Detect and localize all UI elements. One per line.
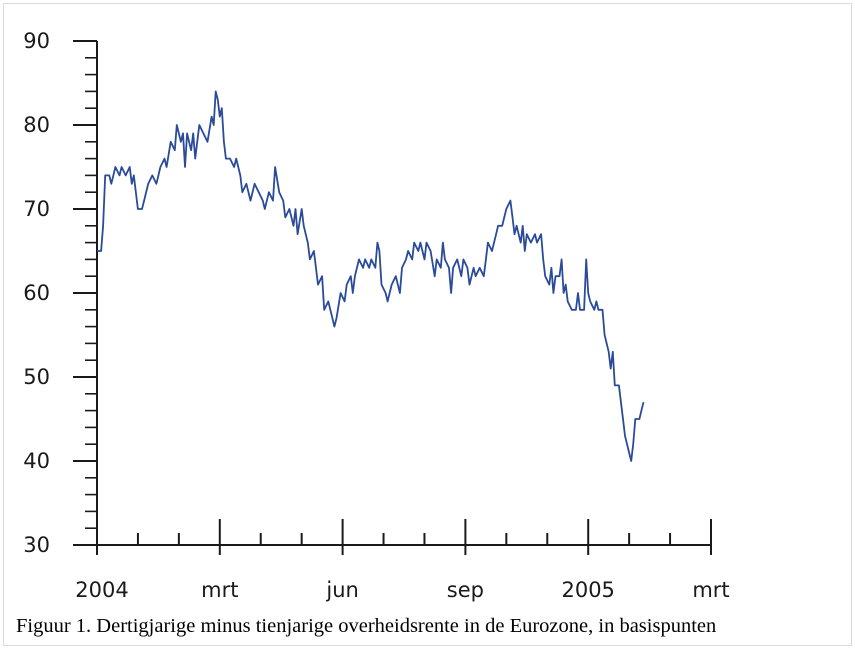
series-group xyxy=(97,90,645,462)
y-tick-label: 50 xyxy=(23,365,50,389)
figure-frame: 30 40 50 60 70 80 90 2004 mrt jun sep 2005 mrt Figu… xyxy=(3,3,852,646)
y-tick-label: 70 xyxy=(23,197,50,221)
x-tick-label: 2004 xyxy=(75,578,128,602)
figure-caption: Figuur 1. Dertigjarige minus tienjarige … xyxy=(16,615,717,637)
series-line xyxy=(97,90,645,462)
y-axis: 30 40 50 60 70 80 90 xyxy=(23,29,98,557)
x-tick-label: sep xyxy=(447,578,484,602)
x-tick-label: jun xyxy=(325,578,358,602)
x-axis: 2004 mrt jun sep 2005 mrt xyxy=(75,519,730,602)
y-tick-label: 90 xyxy=(23,29,50,53)
y-tick-label: 40 xyxy=(23,449,50,473)
line-chart: 30 40 50 60 70 80 90 2004 mrt jun sep 2005 mrt xyxy=(23,29,730,602)
y-tick-label: 60 xyxy=(23,281,50,305)
y-tick-label: 80 xyxy=(23,113,50,137)
x-tick-label: mrt xyxy=(201,578,238,602)
y-tick-label: 30 xyxy=(23,533,50,557)
x-tick-label: 2005 xyxy=(561,578,614,602)
x-tick-label: mrt xyxy=(692,578,729,602)
